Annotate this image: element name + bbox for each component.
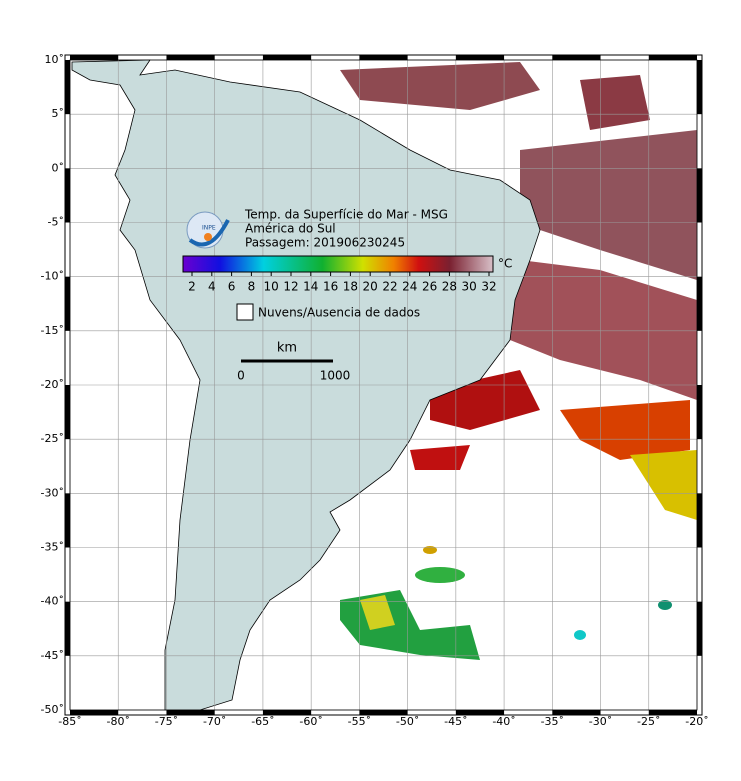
- frame-segment: [648, 710, 697, 715]
- pass-time: Passagem: 201906230245: [245, 236, 405, 250]
- lat-label: -25˚: [41, 432, 64, 445]
- colorbar-label: 18: [343, 280, 358, 294]
- lat-label: -40˚: [41, 595, 64, 608]
- lat-label: -50˚: [41, 703, 64, 716]
- lat-label: -10˚: [41, 270, 64, 283]
- lon-label: -70˚: [203, 715, 226, 728]
- lat-label: -45˚: [41, 649, 64, 662]
- frame-segment: [262, 55, 312, 60]
- lon-label: -85˚: [58, 715, 81, 728]
- frame-segment: [65, 385, 70, 440]
- lat-label: 10˚: [45, 53, 65, 66]
- lon-label: -80˚: [106, 715, 129, 728]
- scale-end: 1000: [320, 369, 351, 383]
- colorbar-label: 26: [422, 280, 437, 294]
- lat-label: 5˚: [52, 107, 65, 120]
- colorbar-label: 22: [382, 280, 397, 294]
- colorbar-label: 12: [283, 280, 298, 294]
- colorbar-label: 28: [442, 280, 457, 294]
- lon-label: -20˚: [685, 715, 708, 728]
- sst-patches: [340, 62, 697, 660]
- logo: INPE: [186, 211, 230, 249]
- frame-segment: [697, 493, 702, 548]
- frame-segment: [262, 710, 312, 715]
- scale-start: 0: [237, 369, 245, 383]
- frame-segment: [455, 710, 505, 715]
- frame-segment: [65, 493, 70, 548]
- frame-segment: [70, 710, 119, 715]
- lon-label: -35˚: [541, 715, 564, 728]
- frame-segment: [359, 710, 408, 715]
- frame-segment: [455, 55, 505, 60]
- colorbar-label: 10: [264, 280, 279, 294]
- lon-label: -50˚: [396, 715, 419, 728]
- frame-segment: [166, 710, 215, 715]
- frame-segment: [697, 168, 702, 223]
- colorbar-label: 32: [481, 280, 496, 294]
- frame-segment: [65, 276, 70, 331]
- lon-label: -45˚: [444, 715, 467, 728]
- colorbar-label: 8: [248, 280, 256, 294]
- colorbar-label: 16: [323, 280, 338, 294]
- frame-segment: [697, 601, 702, 656]
- frame-segment: [65, 60, 70, 115]
- frame-segment: [65, 601, 70, 656]
- colorbar-label: 24: [402, 280, 417, 294]
- colorbar-label: 4: [208, 280, 216, 294]
- colorbar: [182, 255, 494, 273]
- logo-text: INPE: [202, 225, 216, 232]
- lat-label: -15˚: [41, 324, 64, 337]
- lon-label: -25˚: [637, 715, 660, 728]
- frame-segment: [648, 55, 697, 60]
- colorbar-label: 20: [363, 280, 378, 294]
- frame-segment: [697, 276, 702, 331]
- lat-label: -30˚: [41, 486, 64, 499]
- lat-label: 0˚: [52, 161, 65, 174]
- map-border: [69, 59, 698, 711]
- colorbar-label: 14: [303, 280, 318, 294]
- frame-segment: [697, 385, 702, 440]
- lon-label: -40˚: [492, 715, 515, 728]
- lat-label: -35˚: [41, 541, 64, 554]
- lon-label: -55˚: [348, 715, 371, 728]
- lat-label: -5˚: [48, 216, 64, 229]
- frame-segment: [697, 60, 702, 115]
- legend-label: Nuvens/Ausencia de dados: [258, 306, 420, 320]
- region: América do Sul: [245, 222, 336, 236]
- lon-label: -75˚: [155, 715, 178, 728]
- frame-segment: [166, 55, 215, 60]
- lon-label: -60˚: [299, 715, 322, 728]
- frame-segment: [552, 710, 601, 715]
- colorbar-label: 2: [188, 280, 196, 294]
- legend-swatch: [236, 303, 254, 321]
- scale-unit: km: [277, 341, 297, 356]
- colorbar-unit: °C: [498, 257, 512, 271]
- frame-segment: [65, 168, 70, 223]
- colorbar-label: 6: [228, 280, 236, 294]
- lon-label: -30˚: [589, 715, 612, 728]
- frame-segment: [359, 55, 408, 60]
- lon-label: -65˚: [251, 715, 274, 728]
- frame-segment: [70, 55, 119, 60]
- colorbar-label: 30: [462, 280, 477, 294]
- lat-label: -20˚: [41, 378, 64, 391]
- title: Temp. da Superfície do Mar - MSG: [244, 208, 448, 222]
- frame-segment: [552, 55, 601, 60]
